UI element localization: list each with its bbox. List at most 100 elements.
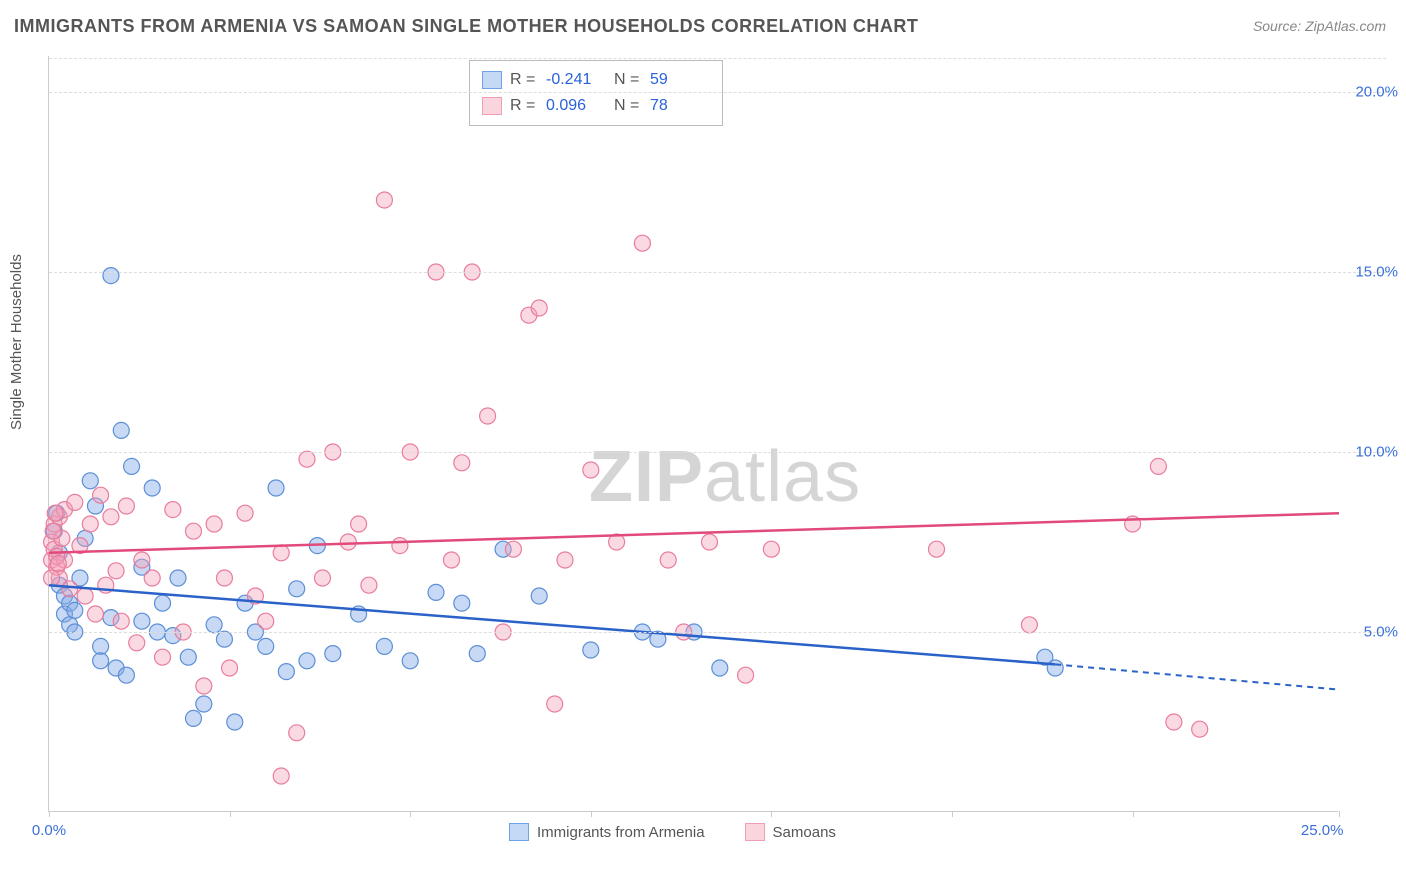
data-point	[531, 300, 547, 316]
y-tick-label: 15.0%	[1355, 264, 1398, 281]
data-point	[47, 505, 63, 521]
data-point	[634, 235, 650, 251]
data-point	[87, 606, 103, 622]
correlation-row-samoans: R = 0.096 N = 78	[482, 93, 710, 119]
x-tick	[591, 811, 592, 817]
data-point	[196, 696, 212, 712]
data-point	[155, 595, 171, 611]
r-value-samoans: 0.096	[546, 97, 606, 115]
data-point	[443, 552, 459, 568]
data-point	[134, 613, 150, 629]
legend-item-armenia: Immigrants from Armenia	[509, 823, 705, 841]
data-point	[103, 509, 119, 525]
data-point	[583, 462, 599, 478]
data-point	[505, 541, 521, 557]
data-point	[44, 570, 60, 586]
data-point	[82, 516, 98, 532]
y-axis-label: Single Mother Households	[8, 254, 25, 430]
y-tick-label: 5.0%	[1364, 624, 1398, 641]
data-point	[738, 667, 754, 683]
data-point	[118, 667, 134, 683]
data-point	[289, 581, 305, 597]
data-point	[165, 502, 181, 518]
data-point	[113, 613, 129, 629]
swatch-armenia	[482, 71, 502, 89]
data-point	[258, 613, 274, 629]
legend-label-samoans: Samoans	[773, 824, 836, 841]
plot-svg	[49, 56, 1338, 811]
legend: Immigrants from Armenia Samoans	[509, 823, 836, 841]
legend-swatch-armenia	[509, 823, 529, 841]
data-point	[361, 577, 377, 593]
chart-title: IMMIGRANTS FROM ARMENIA VS SAMOAN SINGLE…	[14, 16, 918, 36]
data-point	[93, 487, 109, 503]
x-tick	[1339, 811, 1340, 817]
gridline	[49, 452, 1386, 453]
data-point	[45, 523, 61, 539]
data-point	[273, 768, 289, 784]
data-point	[67, 602, 83, 618]
data-point	[180, 649, 196, 665]
x-tick	[49, 811, 50, 817]
data-point	[103, 268, 119, 284]
data-point	[929, 541, 945, 557]
x-tick-label: 0.0%	[32, 822, 66, 839]
data-point	[237, 505, 253, 521]
x-tick	[771, 811, 772, 817]
data-point	[299, 451, 315, 467]
data-point	[1150, 458, 1166, 474]
r-value-armenia: -0.241	[546, 71, 606, 89]
legend-item-samoans: Samoans	[745, 823, 836, 841]
data-point	[278, 664, 294, 680]
data-point	[206, 617, 222, 633]
data-point	[557, 552, 573, 568]
data-point	[108, 563, 124, 579]
data-point	[170, 570, 186, 586]
x-tick-label: 25.0%	[1301, 822, 1344, 839]
data-point	[660, 552, 676, 568]
data-point	[1021, 617, 1037, 633]
data-point	[82, 473, 98, 489]
data-point	[402, 653, 418, 669]
data-point	[124, 458, 140, 474]
data-point	[258, 638, 274, 654]
data-point	[763, 541, 779, 557]
data-point	[531, 588, 547, 604]
x-tick	[410, 811, 411, 817]
y-tick-label: 20.0%	[1355, 84, 1398, 101]
data-point	[712, 660, 728, 676]
data-point	[547, 696, 563, 712]
data-point	[1192, 721, 1208, 737]
data-point	[93, 638, 109, 654]
data-point	[273, 545, 289, 561]
data-point	[222, 660, 238, 676]
data-point	[62, 581, 78, 597]
data-point	[289, 725, 305, 741]
data-point	[77, 588, 93, 604]
data-point	[428, 584, 444, 600]
data-point	[454, 455, 470, 471]
data-point	[50, 556, 66, 572]
data-point	[325, 646, 341, 662]
data-point	[206, 516, 222, 532]
data-point	[216, 631, 232, 647]
data-point	[129, 635, 145, 651]
source-attribution: Source: ZipAtlas.com	[1253, 18, 1386, 34]
correlation-row-armenia: R = -0.241 N = 59	[482, 67, 710, 93]
data-point	[144, 480, 160, 496]
data-point	[113, 422, 129, 438]
swatch-samoans	[482, 97, 502, 115]
data-point	[118, 498, 134, 514]
data-point	[134, 552, 150, 568]
data-point	[583, 642, 599, 658]
data-point	[454, 595, 470, 611]
data-point	[1166, 714, 1182, 730]
data-point	[93, 653, 109, 669]
data-point	[351, 516, 367, 532]
x-tick	[952, 811, 953, 817]
data-point	[299, 653, 315, 669]
data-point	[155, 649, 171, 665]
x-tick	[1133, 811, 1134, 817]
data-point	[376, 638, 392, 654]
data-point	[1047, 660, 1063, 676]
